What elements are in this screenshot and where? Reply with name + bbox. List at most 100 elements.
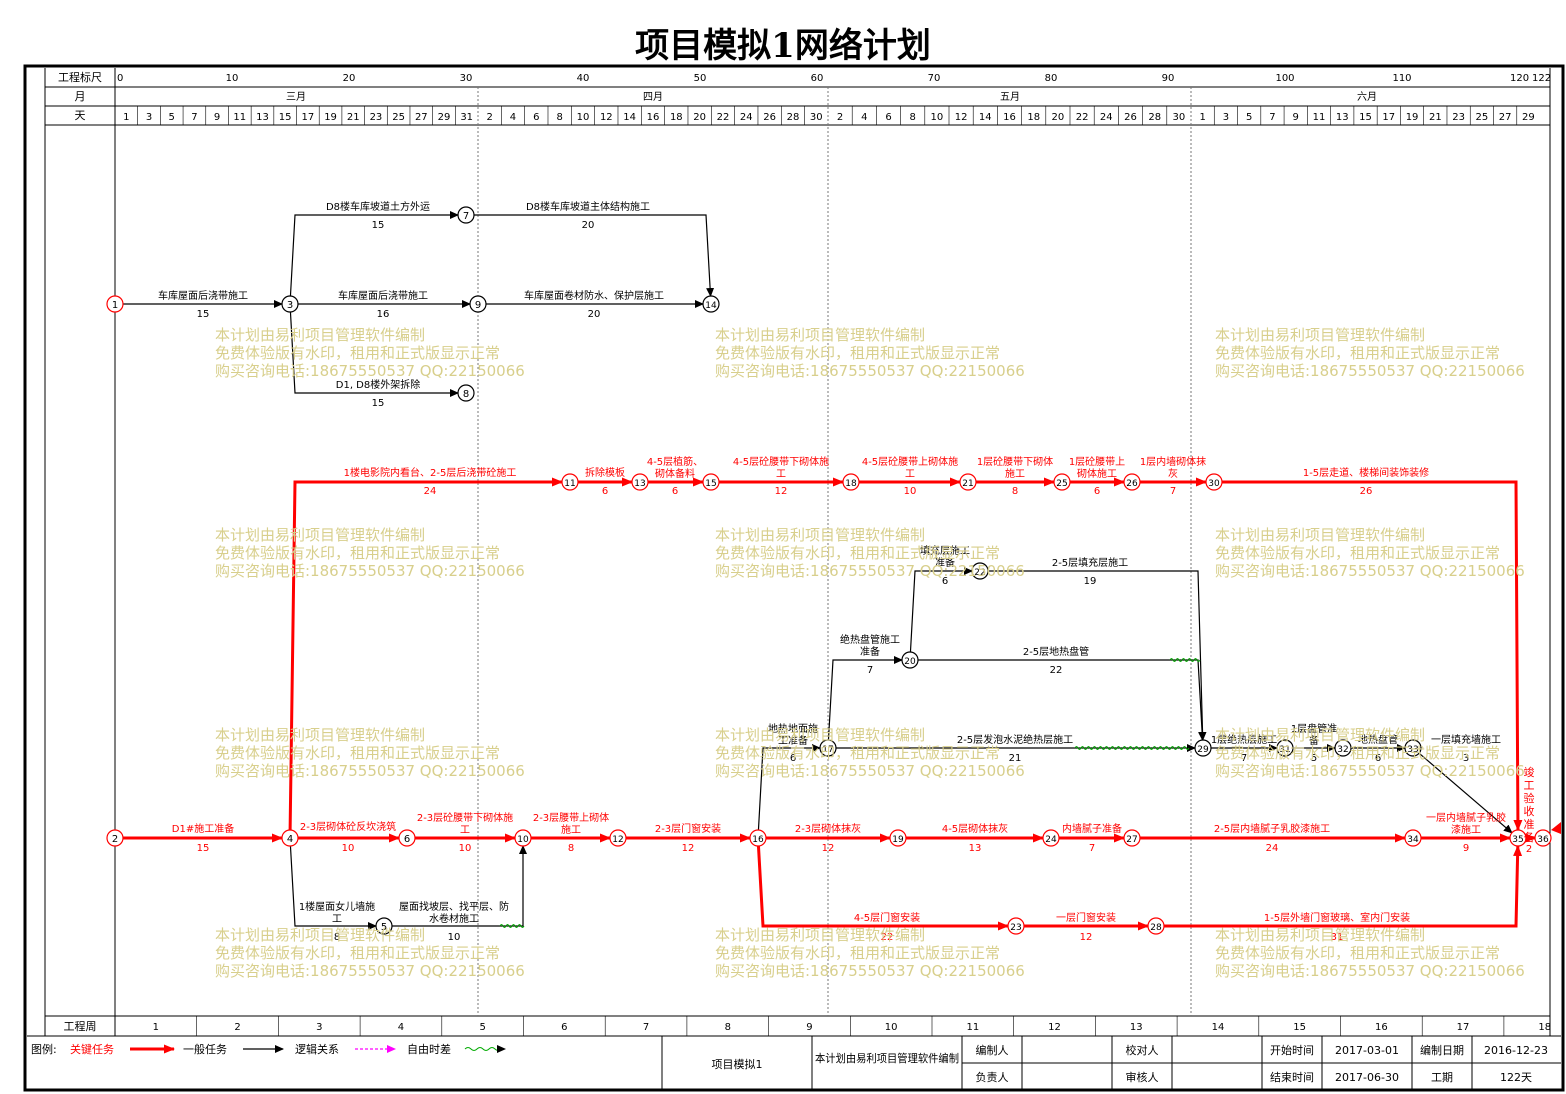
task-duration: 24 — [1266, 843, 1279, 854]
task-name: 2-3层砌体抹灰 — [795, 822, 861, 835]
day-label: 19 — [324, 112, 337, 123]
node-circle — [1404, 829, 1422, 847]
day-label: 22 — [1076, 112, 1089, 123]
task-name: 工准备 — [778, 734, 808, 747]
end-label: 结束时间 — [1270, 1071, 1314, 1084]
task-arrow — [757, 744, 821, 831]
task-duration: 6 — [1094, 486, 1100, 497]
node-circle — [561, 473, 579, 491]
node-circle — [398, 829, 416, 847]
task-name-vertical-char: 竣 — [1524, 765, 1535, 779]
float-wave — [1169, 658, 1201, 662]
ruler-tick: 60 — [811, 73, 824, 84]
node-circle — [971, 562, 989, 580]
day-label: 3 — [1223, 112, 1229, 123]
node-label: 25 — [1056, 479, 1067, 489]
node-circle — [1404, 739, 1422, 757]
watermark: 本计划由易利项目管理软件编制 免费体验版有水印，租用和正式版显示正常 购买咨询电话:… — [715, 326, 1025, 380]
task-name: 2-5层内墙腻子乳胶漆施工 — [1214, 822, 1330, 835]
node-label: 30 — [1208, 479, 1220, 489]
project-name: 项目模拟1 — [712, 1057, 763, 1071]
week-label: 6 — [561, 1022, 567, 1033]
legend-float-arrow — [464, 1047, 502, 1051]
task-arrow — [289, 845, 377, 930]
task-name: 4-5层砼腰带上砌体施 — [862, 455, 958, 468]
task-arrow — [918, 659, 1207, 742]
float-wave — [1074, 746, 1190, 750]
node-circle — [457, 206, 475, 224]
node-label: 21 — [962, 479, 973, 489]
task-name: 2-5层地热盘管 — [1023, 645, 1089, 658]
task-name: 2-3层砌体砼反坎浇筑 — [300, 820, 396, 833]
task-arrow — [474, 214, 715, 298]
day-label: 29 — [438, 112, 451, 123]
week-label: 16 — [1375, 1022, 1388, 1033]
node-circle — [1123, 829, 1141, 847]
day-label: 11 — [233, 112, 246, 123]
node-label: 10 — [517, 835, 529, 845]
task-duration: 15 — [197, 843, 210, 854]
day-label: 19 — [1406, 112, 1419, 123]
task-duration: 12 — [1080, 932, 1093, 943]
day-label: 1 — [1199, 112, 1205, 123]
page-title: 项目模拟1网络计划 — [635, 26, 931, 66]
watermark: 本计划由易利项目管理软件编制 免费体验版有水印，租用和正式版显示正常 购买咨询电话:… — [1215, 326, 1525, 380]
week-label: 8 — [725, 1022, 731, 1033]
day-label: 16 — [647, 112, 660, 123]
task-duration: 6 — [602, 486, 608, 497]
task-duration: 22 — [881, 932, 894, 943]
node-circle — [749, 829, 767, 847]
task-name: 1层砼腰带上 — [1069, 455, 1125, 468]
task-name: 1层绝热层施工 — [1211, 733, 1277, 746]
task-duration: 7 — [1170, 486, 1176, 497]
task-duration: 10 — [448, 932, 461, 943]
legend-label: 图例: — [31, 1042, 57, 1056]
task-duration: 13 — [969, 843, 982, 854]
day-label: 20 — [693, 112, 706, 123]
task-name: 1-5层外墙门窗玻璃、室内门安装 — [1264, 911, 1410, 924]
task-arrow — [1222, 480, 1523, 831]
node-label: 18 — [845, 479, 857, 489]
task-duration: 6 — [942, 576, 948, 587]
node-circle — [281, 829, 299, 847]
day-label: 18 — [1027, 112, 1040, 123]
task-name: 1层砼腰带下砌体 — [977, 455, 1053, 468]
node-label: 16 — [752, 835, 764, 845]
watermark: 本计划由易利项目管理软件编制 免费体验版有水印，租用和正式版显示正常 购买咨询电话:… — [1215, 526, 1525, 580]
task-name: 填充层施工 — [920, 544, 970, 557]
node-circle — [1042, 829, 1060, 847]
legend-critical-label: 关键任务 — [70, 1042, 114, 1056]
ruler-tick: 110 — [1392, 73, 1411, 84]
task-duration: 8 — [568, 843, 574, 854]
legend-float-arrow-head — [497, 1045, 506, 1053]
day-label: 11 — [1313, 112, 1326, 123]
legend-logic-label: 逻辑关系 — [295, 1042, 339, 1056]
node-label: 1 — [112, 300, 118, 311]
task-duration: 21 — [1009, 753, 1022, 764]
task-duration: 12 — [775, 486, 788, 497]
ruler-tick: 122 — [1532, 73, 1551, 84]
node-label: 22 — [974, 568, 985, 578]
day-label: 5 — [169, 112, 175, 123]
task-name: 工 — [905, 469, 915, 480]
task-name: 2-3层腰带上砌体 — [533, 812, 609, 824]
node-label: 26 — [1126, 479, 1138, 489]
duration-value: 122天 — [1500, 1071, 1532, 1084]
watermark: 本计划由易利项目管理软件编制 免费体验版有水印，租用和正式版显示正常 购买咨询电话:… — [215, 526, 525, 580]
node-label: 28 — [1150, 923, 1162, 933]
task-name: 绝热盘管施工 — [840, 633, 900, 646]
day-label: 4 — [510, 112, 516, 123]
node-circle — [281, 295, 299, 313]
task-arrow — [392, 845, 527, 927]
day-label: 22 — [717, 112, 730, 123]
month-label: 四月 — [643, 91, 663, 103]
checker-label: 校对人 — [1126, 1043, 1159, 1057]
task-duration: 10 — [904, 486, 917, 497]
ruler-tick: 10 — [226, 73, 239, 84]
node-circle — [959, 473, 977, 491]
task-name: 1楼屋面女儿墙施 — [299, 900, 375, 913]
task-name: 屋面找坡层、找平层、防 — [399, 900, 509, 913]
task-name: 4-5层植筋、 — [647, 455, 703, 468]
node-circle — [1334, 739, 1352, 757]
start-value: 2017-03-01 — [1335, 1044, 1399, 1057]
